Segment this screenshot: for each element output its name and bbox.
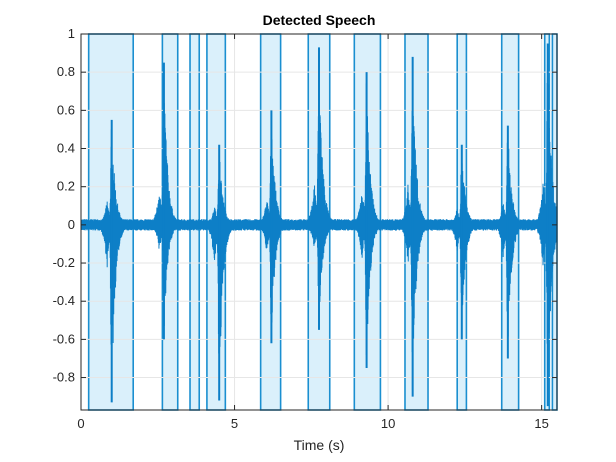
y-tick-label: -0.6 (53, 331, 75, 346)
x-tick-label: 5 (231, 416, 238, 431)
y-tick-label: 1 (68, 26, 75, 41)
x-tick-label: 10 (381, 416, 395, 431)
y-tick-label: -0.4 (53, 293, 75, 308)
plot-frame (80, 33, 558, 411)
x-tick-label: 0 (77, 416, 84, 431)
y-tick-label: 0.2 (57, 179, 75, 194)
y-tick-label: 0.6 (57, 102, 75, 117)
x-axis-label: Time (s) (294, 437, 345, 453)
x-axis-ticks: 0 5 10 15 (77, 34, 549, 431)
x-tick-label: 15 (534, 416, 548, 431)
y-tick-label: -0.8 (53, 370, 75, 385)
y-axis-ticks: -0.8 -0.6 -0.4 -0.2 0 0.2 0.4 0.6 0.8 1 (53, 26, 557, 385)
audio-signal (80, 43, 558, 407)
chart-title: Detected Speech (263, 12, 376, 28)
y-tick-label: 0.4 (57, 141, 75, 156)
y-tick-label: 0.8 (57, 64, 75, 79)
y-tick-label: -0.2 (53, 255, 75, 270)
y-tick-label: 0 (68, 217, 75, 232)
